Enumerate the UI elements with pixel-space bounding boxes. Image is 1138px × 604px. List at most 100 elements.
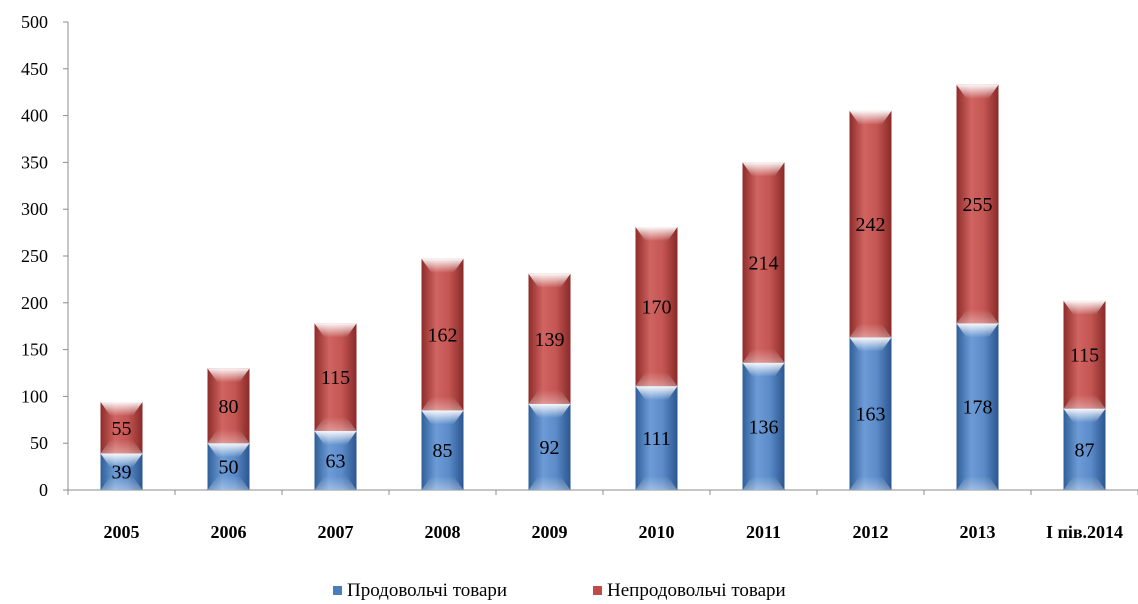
bar-bottom-bevel <box>956 309 999 324</box>
bar-bottom-bevel <box>207 476 250 490</box>
bar-segment-food <box>1063 408 1106 490</box>
data-label: 242 <box>856 214 886 236</box>
data-label: 115 <box>321 367 350 389</box>
bar-segment-food <box>742 362 785 490</box>
bar-segment-non-food <box>207 368 250 444</box>
bar-segment-food <box>207 443 250 490</box>
chart-data-labels: 39 55 50 80 63 115 85 162 92 139 111 170 136 214 163 24… <box>112 194 1100 484</box>
bar <box>421 258 464 411</box>
x-tick-label: 2007 <box>318 522 354 542</box>
x-tick-label: 2008 <box>425 522 461 542</box>
legend-item: Продовольчі товари <box>333 580 507 601</box>
bar-bottom-bevel <box>314 476 357 490</box>
data-label: 55 <box>112 418 132 440</box>
bar <box>528 273 571 404</box>
chart-bars <box>100 84 1106 490</box>
bar-segment-non-food <box>314 323 357 432</box>
bar-top-bevel <box>1063 300 1106 315</box>
bar-top-bevel <box>421 410 464 425</box>
bar-bottom-bevel <box>528 389 571 404</box>
bar-segment-non-food <box>1063 300 1106 409</box>
x-tick-label: 2013 <box>960 522 996 542</box>
bar <box>956 323 999 490</box>
data-label: 63 <box>326 451 346 473</box>
bar-segment-non-food <box>100 402 143 454</box>
bar-segment-non-food <box>635 226 678 387</box>
bar-bottom-bevel <box>421 476 464 490</box>
data-label: 178 <box>963 397 993 419</box>
bar-top-bevel <box>207 368 250 383</box>
x-tick-label: 2012 <box>853 522 889 542</box>
bar-bottom-bevel <box>635 372 678 387</box>
bar-bottom-bevel <box>849 323 892 338</box>
bar <box>635 386 678 490</box>
bar-bottom-bevel <box>207 429 250 444</box>
data-label: 80 <box>219 396 239 418</box>
bar <box>849 337 892 490</box>
bar-segment-non-food <box>956 84 999 324</box>
legend-label: Непродовольчі товари <box>607 580 786 601</box>
bar-segment-food <box>528 403 571 490</box>
bar-segment-non-food <box>742 162 785 363</box>
data-label: 115 <box>1070 345 1099 367</box>
bar <box>956 84 999 324</box>
y-tick-label: 150 <box>21 340 48 360</box>
data-label: 170 <box>642 297 672 319</box>
bar-bottom-bevel <box>314 417 357 432</box>
bar-segment-food <box>100 453 143 490</box>
bar-top-bevel <box>635 386 678 401</box>
data-label: 87 <box>1075 439 1095 461</box>
data-label: 255 <box>963 194 993 216</box>
bar-bottom-bevel <box>849 476 892 490</box>
bar-top-bevel <box>100 402 143 417</box>
data-label: 39 <box>112 462 132 484</box>
x-tick-label: 2006 <box>211 522 247 542</box>
legend-item: Непродовольчі товари <box>593 580 786 601</box>
y-tick-label: 350 <box>21 152 48 172</box>
bar-top-bevel <box>849 337 892 352</box>
bar-bottom-bevel <box>956 476 999 490</box>
bar-top-bevel <box>421 258 464 273</box>
bar <box>528 403 571 490</box>
bar-bottom-bevel <box>100 439 143 454</box>
data-label: 139 <box>535 329 565 351</box>
y-tick-label: 500 <box>21 12 48 32</box>
chart-legend: Продовольчі товари Непродовольчі товари <box>333 580 786 601</box>
data-label: 163 <box>856 404 886 426</box>
bar-bottom-bevel <box>421 396 464 411</box>
y-tick-label: 0 <box>39 480 48 500</box>
bar-top-bevel <box>849 110 892 125</box>
bar-bottom-bevel <box>1063 476 1106 490</box>
bar-bottom-bevel <box>635 476 678 490</box>
bar-top-bevel <box>956 84 999 99</box>
bar-bottom-bevel <box>1063 394 1106 409</box>
y-tick-label: 300 <box>21 199 48 219</box>
bar-segment-food <box>421 410 464 490</box>
legend-label: Продовольчі товари <box>347 580 507 601</box>
bar-bottom-bevel <box>742 476 785 490</box>
data-label: 92 <box>540 437 560 459</box>
bar-top-bevel <box>314 431 357 446</box>
bar <box>849 110 892 338</box>
bar <box>742 162 785 363</box>
y-tick-label: 200 <box>21 293 48 313</box>
x-tick-label: 2009 <box>532 522 568 542</box>
y-tick-label: 50 <box>30 433 48 453</box>
bar <box>635 226 678 387</box>
x-tick-label: 2011 <box>746 522 781 542</box>
bar-top-bevel <box>528 403 571 418</box>
y-tick-label: 250 <box>21 246 48 266</box>
bar <box>1063 300 1106 409</box>
x-tick-label: І пів.2014 <box>1046 522 1123 542</box>
bar-segment-food <box>849 337 892 490</box>
bar-segment-food <box>956 323 999 490</box>
bar-top-bevel <box>207 443 250 458</box>
bar-bottom-bevel <box>528 476 571 490</box>
bar-segment-non-food <box>528 273 571 404</box>
data-label: 85 <box>433 440 453 462</box>
data-label: 136 <box>749 416 779 438</box>
data-label: 50 <box>219 457 239 479</box>
bar-top-bevel <box>528 273 571 288</box>
bar <box>742 362 785 490</box>
